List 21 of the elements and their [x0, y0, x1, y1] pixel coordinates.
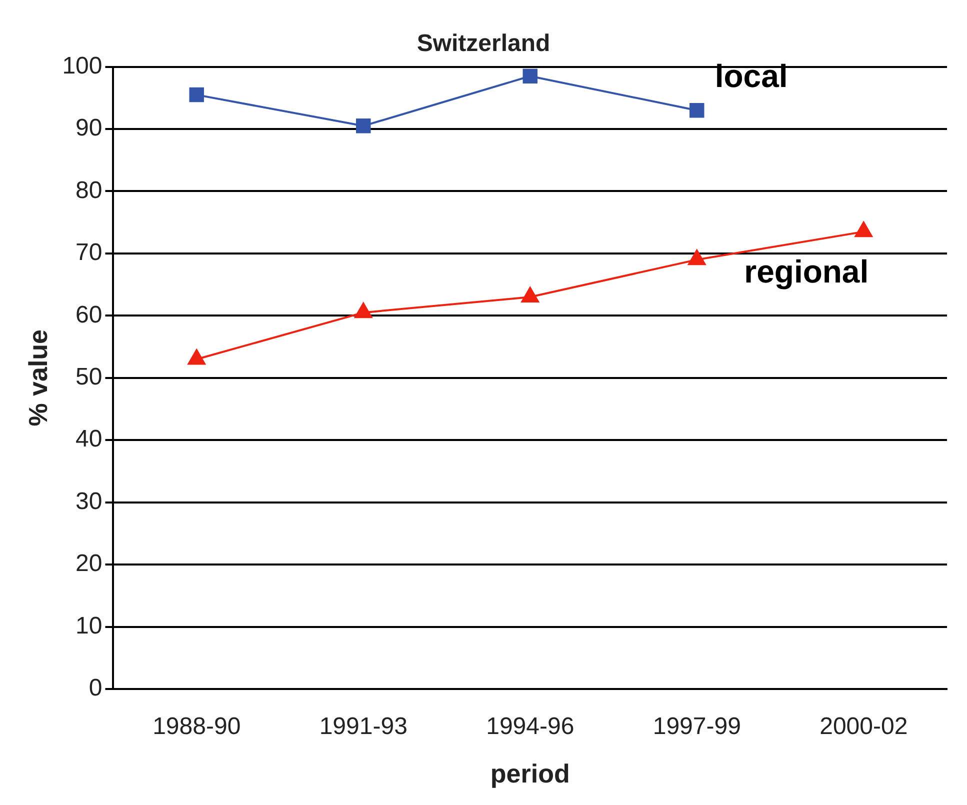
y-tick-label: 40	[76, 426, 102, 453]
y-tick-label: 0	[88, 674, 102, 702]
series-label: local	[714, 58, 788, 94]
y-tick-label: 50	[76, 364, 102, 391]
x-tick-label: 1988-90	[152, 713, 241, 740]
chart-title: Switzerland	[416, 30, 550, 58]
x-tick-label: 1994-96	[486, 713, 574, 740]
x-tick-label: 1991-93	[319, 713, 408, 740]
series-label: regional	[744, 254, 869, 290]
y-tick-label: 30	[76, 488, 102, 515]
y-tick-label: 100	[62, 52, 102, 80]
y-tick-label: 10	[76, 612, 102, 640]
x-tick-label: 2000-02	[820, 713, 908, 740]
x-tick-label: 1997-99	[652, 713, 741, 740]
x-axis-title: period	[490, 758, 570, 789]
y-tick-label: 80	[76, 176, 102, 204]
y-tick-label: 20	[76, 550, 102, 578]
y-axis-title: % value	[22, 329, 53, 426]
y-tick-label: 60	[76, 301, 102, 328]
y-tick-label: 90	[76, 114, 102, 142]
y-tick-label: 70	[76, 239, 102, 266]
